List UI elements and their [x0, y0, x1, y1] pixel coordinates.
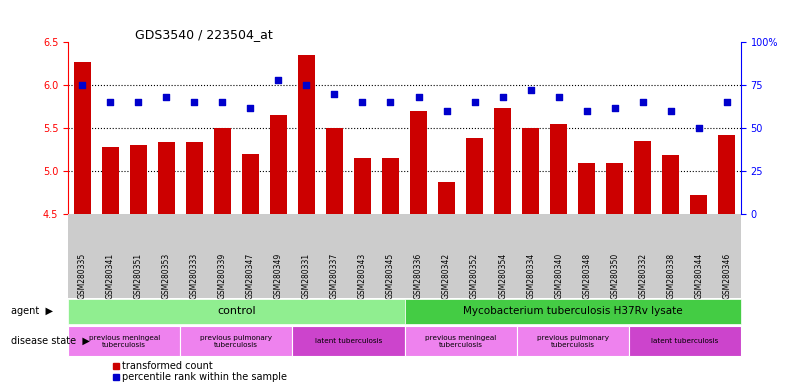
- Point: [553, 94, 566, 100]
- Bar: [494, 108, 511, 214]
- Point: [356, 99, 369, 106]
- Text: previous meningeal
tuberculosis: previous meningeal tuberculosis: [425, 334, 496, 348]
- Point: [160, 94, 173, 100]
- Text: previous pulmonary
tuberculosis: previous pulmonary tuberculosis: [200, 334, 272, 348]
- FancyBboxPatch shape: [629, 326, 741, 356]
- FancyBboxPatch shape: [405, 299, 741, 324]
- Text: previous pulmonary
tuberculosis: previous pulmonary tuberculosis: [537, 334, 609, 348]
- Bar: [74, 62, 91, 214]
- Point: [187, 99, 200, 106]
- Bar: [354, 158, 371, 214]
- Bar: [298, 55, 315, 214]
- Point: [497, 94, 509, 100]
- Point: [441, 108, 453, 114]
- Bar: [158, 142, 175, 214]
- Bar: [718, 135, 735, 214]
- Point: [609, 104, 622, 111]
- FancyBboxPatch shape: [292, 326, 405, 356]
- Point: [216, 99, 229, 106]
- Bar: [438, 182, 455, 214]
- Bar: [242, 154, 259, 214]
- Bar: [326, 128, 343, 214]
- FancyBboxPatch shape: [517, 326, 629, 356]
- FancyBboxPatch shape: [180, 326, 292, 356]
- Bar: [186, 142, 203, 214]
- Bar: [214, 128, 231, 214]
- Point: [328, 91, 341, 97]
- Point: [75, 82, 89, 88]
- Point: [692, 125, 705, 131]
- Point: [104, 99, 117, 106]
- Text: latent tuberculosis: latent tuberculosis: [315, 338, 382, 344]
- Point: [384, 99, 397, 106]
- Text: latent tuberculosis: latent tuberculosis: [651, 338, 718, 344]
- Text: GDS3540 / 223504_at: GDS3540 / 223504_at: [135, 28, 273, 41]
- Text: agent  ▶: agent ▶: [11, 306, 53, 316]
- Point: [272, 77, 285, 83]
- Bar: [102, 147, 119, 214]
- Point: [131, 99, 145, 106]
- Point: [636, 99, 649, 106]
- Bar: [578, 162, 595, 214]
- FancyBboxPatch shape: [68, 326, 180, 356]
- Bar: [466, 137, 483, 214]
- Bar: [270, 115, 287, 214]
- Point: [413, 94, 425, 100]
- Bar: [662, 155, 679, 214]
- Point: [580, 108, 593, 114]
- Point: [468, 99, 481, 106]
- Bar: [634, 141, 651, 214]
- Bar: [130, 145, 147, 214]
- Text: disease state  ▶: disease state ▶: [11, 336, 90, 346]
- Point: [525, 87, 537, 93]
- Bar: [550, 124, 567, 214]
- Point: [244, 104, 256, 111]
- Bar: [382, 158, 399, 214]
- Legend: transformed count, percentile rank within the sample: transformed count, percentile rank withi…: [113, 361, 287, 382]
- Bar: [410, 111, 427, 214]
- Point: [300, 82, 312, 88]
- FancyBboxPatch shape: [405, 326, 517, 356]
- Bar: [606, 162, 623, 214]
- Bar: [522, 128, 539, 214]
- Point: [720, 99, 733, 106]
- Bar: [690, 195, 707, 214]
- Text: previous meningeal
tuberculosis: previous meningeal tuberculosis: [89, 334, 159, 348]
- FancyBboxPatch shape: [68, 299, 405, 324]
- Text: control: control: [217, 306, 256, 316]
- Text: Mycobacterium tuberculosis H37Rv lysate: Mycobacterium tuberculosis H37Rv lysate: [463, 306, 682, 316]
- Point: [665, 108, 678, 114]
